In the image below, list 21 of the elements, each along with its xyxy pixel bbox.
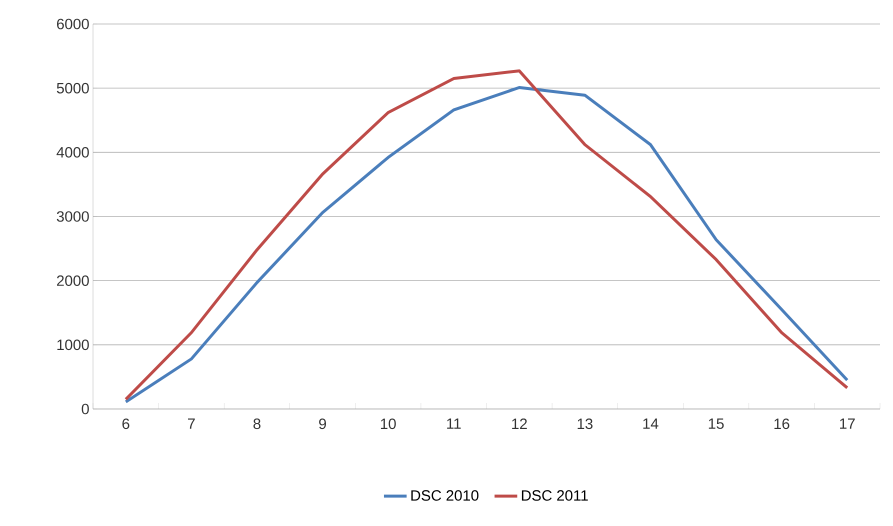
y-tick-label: 2000 xyxy=(56,275,89,286)
x-tick-label: 7 xyxy=(188,418,195,429)
x-tick-label: 8 xyxy=(253,418,260,430)
y-tick-label: 1000 xyxy=(57,340,89,350)
legend-label: DSC 2010 xyxy=(411,490,478,501)
x-tick-label: 9 xyxy=(319,418,326,430)
x-tick-label: 17 xyxy=(840,418,855,429)
x-tick-label: 13 xyxy=(578,418,593,430)
x-tick-label: 14 xyxy=(643,418,658,429)
x-tick-label: 11 xyxy=(447,418,461,429)
x-tick-label: 6 xyxy=(122,418,130,430)
x-tick-label: 15 xyxy=(708,418,724,429)
x-tick-label: 12 xyxy=(512,418,527,429)
y-tick-label: 3000 xyxy=(56,211,89,222)
x-tick-label: 16 xyxy=(774,418,790,430)
y-tick-label: 0 xyxy=(82,404,89,414)
x-tick-label: 10 xyxy=(380,418,396,430)
legend-label: DSC 2011 xyxy=(522,490,588,501)
y-tick-label: 4000 xyxy=(56,147,89,158)
y-tick-label: 5000 xyxy=(56,82,89,94)
y-tick-label: 6000 xyxy=(57,18,89,30)
